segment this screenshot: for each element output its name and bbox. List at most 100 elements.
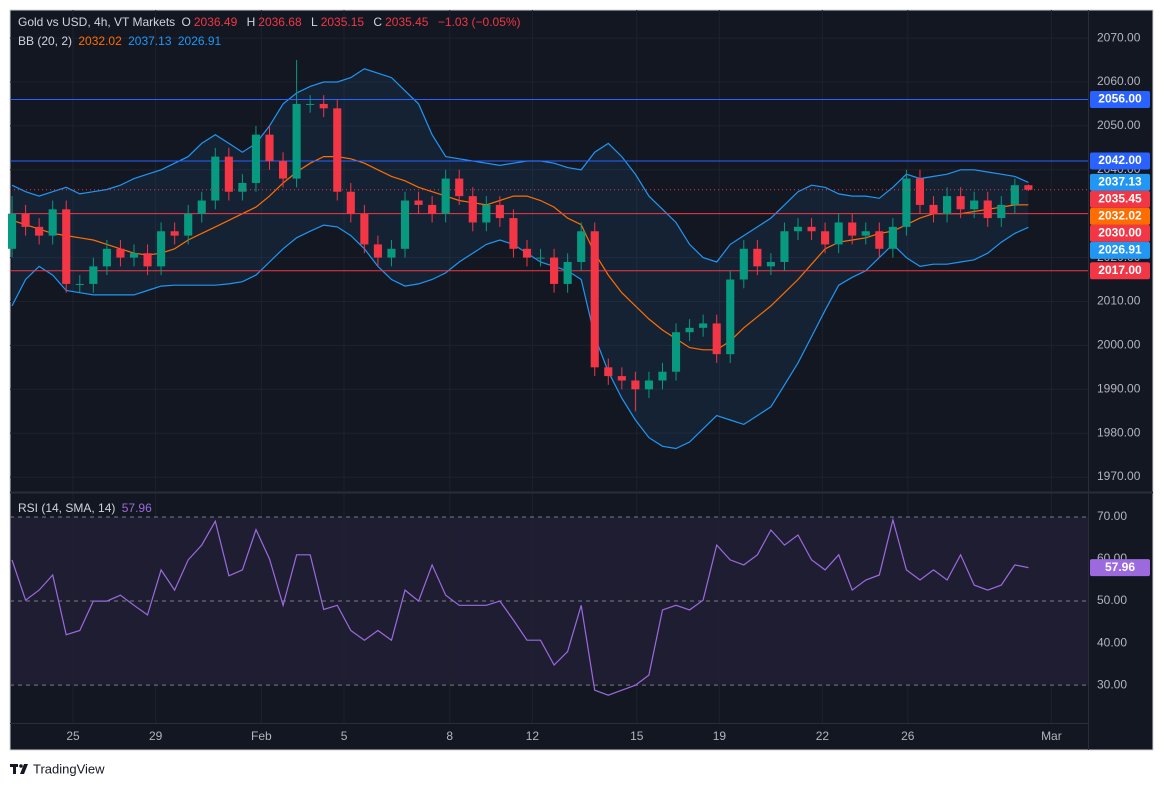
candle-body bbox=[509, 218, 518, 249]
candle-body bbox=[617, 376, 626, 381]
candle-body bbox=[35, 226, 44, 236]
candle-body bbox=[116, 248, 125, 258]
price-tag-bg bbox=[1090, 224, 1150, 242]
candle-body bbox=[848, 222, 857, 236]
ohlc-key: O bbox=[181, 15, 191, 29]
price-tag: 2037.13 bbox=[1098, 175, 1142, 189]
candle-body bbox=[861, 231, 870, 236]
candle-body bbox=[550, 257, 559, 284]
candle-body bbox=[373, 244, 382, 258]
price-tag-bg bbox=[1090, 207, 1150, 225]
price-tag: 2056.00 bbox=[1098, 92, 1142, 106]
ohlc-key: H bbox=[246, 15, 256, 29]
y-tick-label: 2000.00 bbox=[1097, 338, 1141, 352]
price-tag: 2035.45 bbox=[1098, 192, 1142, 206]
x-tick-label: 29 bbox=[149, 729, 163, 743]
rsi-tick-label: 70.00 bbox=[1097, 509, 1127, 523]
candle-body bbox=[590, 231, 599, 368]
candle-body bbox=[671, 332, 681, 372]
candle-body bbox=[48, 209, 57, 236]
candle-body bbox=[360, 213, 369, 245]
rsi-tick-label: 50.00 bbox=[1097, 593, 1127, 607]
price-tag: 2042.00 bbox=[1098, 153, 1142, 167]
candle-body bbox=[75, 283, 84, 285]
candle-body bbox=[699, 323, 708, 328]
rsi-line bbox=[11, 517, 1029, 696]
y-tick-label: 2070.00 bbox=[1097, 30, 1141, 44]
price-tag: 2032.02 bbox=[1098, 209, 1142, 223]
x-tick-label: 26 bbox=[901, 729, 915, 743]
candle-body bbox=[522, 248, 532, 258]
y-tick-label: 2060.00 bbox=[1097, 74, 1141, 88]
candle-body bbox=[726, 279, 735, 355]
candle-body bbox=[685, 327, 694, 333]
y-tick-label: 1990.00 bbox=[1097, 381, 1141, 395]
y-tick-label: 2050.00 bbox=[1097, 118, 1141, 132]
candle-body bbox=[333, 108, 342, 192]
x-tick-label: 15 bbox=[630, 729, 644, 743]
x-tick-label: 8 bbox=[446, 729, 453, 743]
rsi-tag-bg bbox=[1090, 559, 1150, 577]
candle-body bbox=[1024, 185, 1033, 190]
candle-body bbox=[251, 134, 261, 183]
candle-body bbox=[428, 204, 437, 214]
candle-body bbox=[265, 134, 274, 162]
candle-body bbox=[739, 248, 748, 280]
candle-body bbox=[441, 178, 450, 214]
candle-body bbox=[821, 231, 830, 245]
candle-body bbox=[888, 226, 897, 249]
bb-upper bbox=[11, 68, 1029, 263]
candle-body bbox=[224, 156, 233, 192]
candle-body bbox=[983, 200, 992, 219]
symbol-title: Gold vs USD, 4h, VT Markets bbox=[18, 15, 176, 29]
x-tick-label: 12 bbox=[526, 729, 540, 743]
candle-body bbox=[292, 103, 301, 179]
ohlc-value: 2036.49 bbox=[193, 15, 238, 29]
candle-body bbox=[197, 200, 206, 214]
candle-body bbox=[468, 196, 477, 223]
candle-body bbox=[482, 204, 491, 223]
bb-name: BB (20, 2) bbox=[18, 34, 73, 48]
candle-body bbox=[956, 196, 965, 210]
candle-body bbox=[712, 323, 721, 355]
candle-body bbox=[89, 266, 98, 284]
brand-name: TradingView bbox=[33, 761, 105, 776]
candle-body bbox=[211, 156, 220, 201]
x-tick-label: Feb bbox=[251, 729, 272, 743]
ohlc-key: C bbox=[373, 15, 383, 29]
x-tick-label: Mar bbox=[1041, 729, 1062, 743]
price-tag-bg bbox=[1090, 91, 1150, 109]
candle-body bbox=[753, 248, 762, 267]
ohlc-value: 2036.68 bbox=[258, 15, 302, 29]
candle-body bbox=[1010, 185, 1019, 205]
candle-body bbox=[604, 367, 613, 377]
candle-body bbox=[238, 182, 247, 192]
candle-body bbox=[644, 380, 654, 390]
rsi-tick-label: 40.00 bbox=[1097, 635, 1127, 649]
candle-body bbox=[400, 200, 410, 249]
price-tag-bg bbox=[1090, 152, 1150, 170]
candle-body bbox=[346, 191, 355, 214]
bb-basis-value: 2032.02 bbox=[78, 34, 122, 48]
ohlc-key: L bbox=[311, 15, 318, 29]
candle-body bbox=[278, 161, 288, 179]
candle-body bbox=[7, 213, 17, 249]
price-tag: 2026.91 bbox=[1098, 243, 1142, 257]
candle-body bbox=[793, 226, 803, 232]
candle-body bbox=[495, 204, 504, 219]
ohlc-value: 2035.15 bbox=[320, 15, 365, 29]
logo-part bbox=[13, 764, 16, 774]
chart-frame bbox=[9, 9, 1154, 751]
candle-body bbox=[766, 261, 775, 267]
candle-body bbox=[875, 231, 884, 249]
bb-lower-value: 2026.91 bbox=[177, 34, 222, 48]
price-tag: 2017.00 bbox=[1098, 263, 1142, 277]
candle-body bbox=[21, 213, 30, 227]
candle-body bbox=[184, 213, 193, 236]
rsi-tag: 57.96 bbox=[1105, 560, 1135, 574]
main-legend: Gold vs USD, 4h, VT Markets O 2036.49 H 20… bbox=[18, 15, 527, 29]
brand-logo bbox=[10, 764, 28, 774]
bb-basis bbox=[11, 156, 1029, 351]
candle-body bbox=[157, 231, 166, 267]
